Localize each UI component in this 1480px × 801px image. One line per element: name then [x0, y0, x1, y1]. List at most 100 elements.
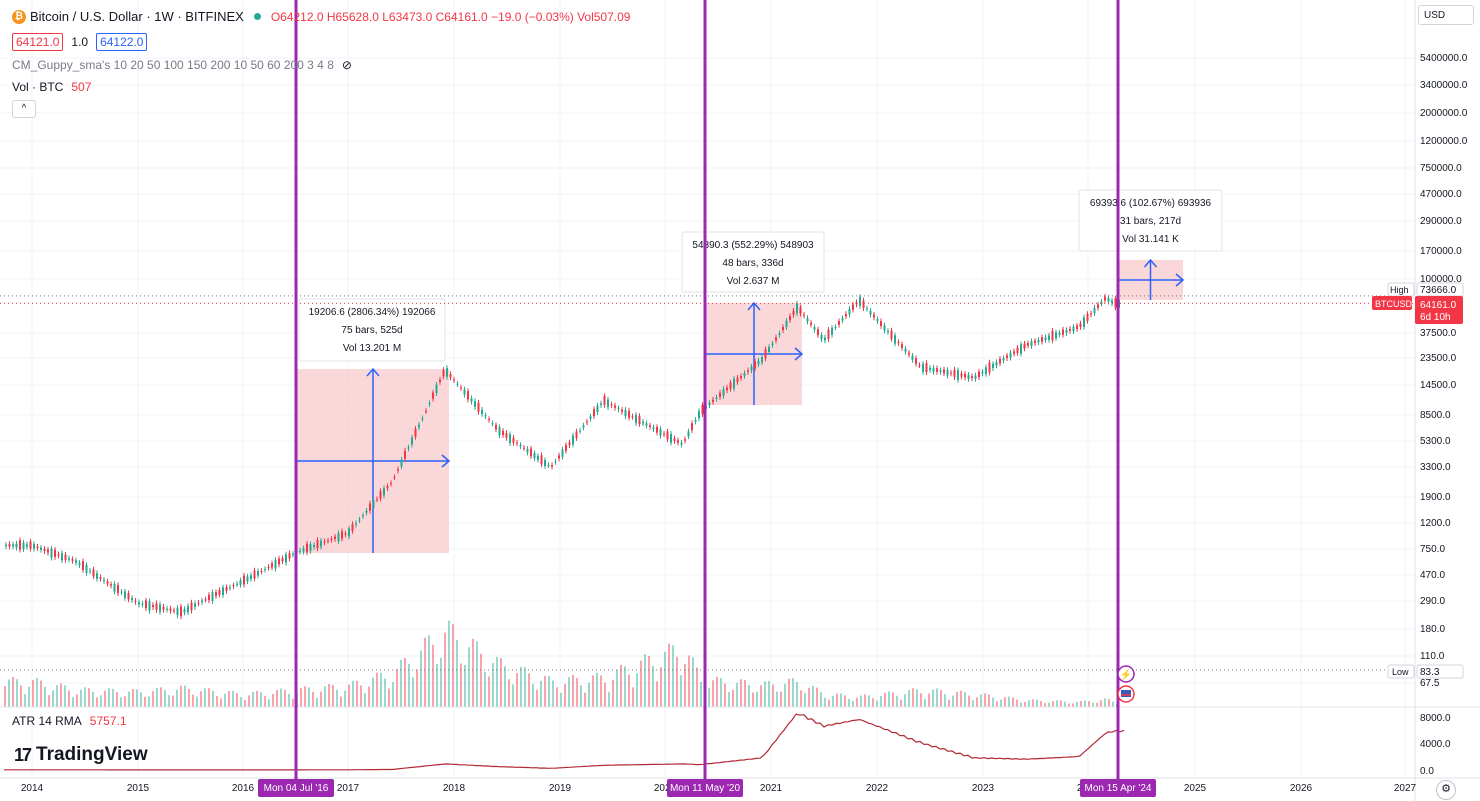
price-axis-label: 8500.0 [1420, 410, 1451, 421]
candle-body [768, 346, 770, 353]
volume-bar [312, 691, 314, 707]
volume-bar [804, 693, 806, 707]
volume-bar [12, 677, 14, 707]
volume-bar [496, 656, 498, 707]
volume-bar [416, 669, 418, 707]
candle-body [701, 404, 704, 415]
candle-body [68, 558, 70, 560]
volume-bar [644, 654, 646, 707]
volume-bar [236, 693, 238, 707]
candle-body [306, 543, 308, 553]
collapse-legend-button[interactable]: ^ [12, 100, 36, 118]
time-axis-label: 2022 [866, 783, 889, 794]
candle-body [915, 358, 917, 364]
candle-body [848, 308, 851, 315]
volume-bar [684, 664, 686, 707]
lightning-icon[interactable] [1117, 665, 1135, 683]
volume-bar [232, 690, 234, 707]
candle-body [778, 333, 781, 335]
candle-body [873, 314, 875, 318]
atr-legend[interactable]: ATR 14 RMA 5757.1 [12, 714, 127, 728]
volume-bar [244, 699, 246, 707]
candle-body [365, 510, 368, 513]
volume-bar [96, 697, 98, 707]
currency-select[interactable]: USD [1418, 5, 1474, 25]
volume-bar [468, 647, 470, 707]
candle-body [369, 503, 371, 511]
volume-bar [368, 686, 370, 707]
volume-bar [372, 677, 374, 707]
candle-body [757, 360, 760, 365]
candle-body [260, 570, 263, 572]
volume-bar [1092, 702, 1094, 707]
candle-body [687, 431, 690, 437]
volume-bar [1004, 697, 1006, 707]
event-date-badge[interactable] [1080, 779, 1156, 797]
candle-body [1037, 339, 1040, 343]
volume-bar [816, 687, 818, 707]
volume-bar [196, 696, 198, 707]
volume-bar [376, 672, 378, 707]
candle-body [96, 573, 98, 579]
high-label: High [1390, 285, 1409, 295]
atr-label: ATR 14 RMA [12, 714, 82, 728]
candle-body [393, 477, 396, 479]
candle-body [442, 369, 445, 377]
volume-bar [776, 691, 778, 707]
volume-bar [824, 697, 826, 707]
candle-body [225, 587, 228, 591]
candle-body [1058, 332, 1061, 335]
gear-icon[interactable]: ⚙ [1436, 780, 1456, 800]
candle-body [1069, 328, 1071, 331]
price-axis-label: 1900.0 [1420, 492, 1451, 503]
volume-bar [1060, 700, 1062, 707]
volume-bar [656, 681, 658, 707]
candle-body [887, 330, 889, 333]
candle-body [22, 542, 25, 549]
volume-bar [124, 696, 126, 707]
volume-bar [100, 695, 102, 707]
event-date-label: Mon 04 Jul '16 [264, 783, 329, 794]
volume-bar [228, 691, 230, 707]
volume-bar [988, 694, 990, 707]
candle-body [232, 585, 235, 587]
volume-legend[interactable]: Vol · BTC 507 [12, 80, 91, 94]
volume-bar [728, 691, 730, 707]
eye-crossed-icon[interactable]: ⊘ [341, 58, 352, 72]
bid-price[interactable]: 64121.0 [12, 33, 64, 51]
ask-price[interactable]: 64122.0 [96, 33, 148, 51]
candle-body [575, 431, 578, 439]
volume-bar [900, 699, 902, 707]
candle-body [246, 576, 249, 582]
candle-body [208, 594, 210, 601]
candle-body [680, 442, 683, 445]
tradingview-logo[interactable]: 17 TradingView [14, 744, 148, 766]
guppy-indicator-legend[interactable]: CM_Guppy_sma's 10 20 50 100 150 200 10 5… [12, 58, 352, 72]
volume-bar [968, 695, 970, 707]
candle-body [1107, 297, 1110, 302]
volume-bar [72, 697, 74, 707]
candle-body [645, 423, 648, 426]
measure-label-box [681, 231, 825, 293]
candle-body [817, 329, 819, 336]
volume-bar [160, 687, 162, 707]
candle-body [421, 418, 424, 420]
volume-bar [1016, 699, 1018, 707]
candle-body [603, 395, 606, 405]
candle-body [376, 499, 378, 501]
candle-body [572, 435, 574, 445]
volume-bar [516, 673, 518, 707]
candle-body [211, 592, 214, 602]
candle-body [883, 325, 886, 331]
candle-body [1051, 330, 1054, 341]
candle-body [456, 383, 459, 385]
candle-body [117, 585, 119, 594]
symbol-title[interactable]: Bitcoin / U.S. Dollar · 1W · BITFINEX [30, 9, 244, 24]
volume-bar [688, 655, 690, 707]
candle-body [1104, 296, 1106, 301]
volume-bar [752, 692, 754, 707]
candle-body [239, 580, 242, 585]
event-date-badge[interactable] [667, 779, 743, 797]
event-date-badge[interactable] [258, 779, 334, 797]
